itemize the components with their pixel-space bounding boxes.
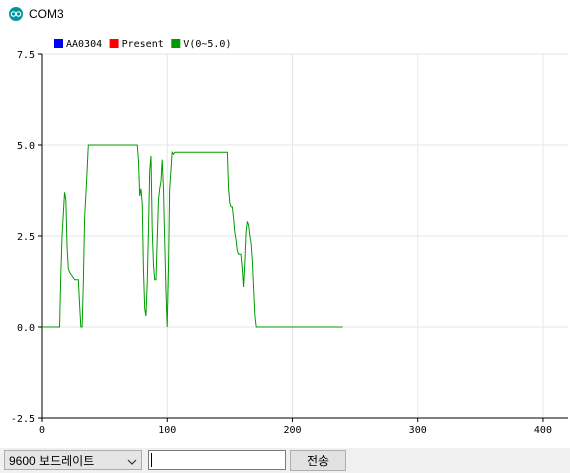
y-tick-label: 2.5 [17, 232, 35, 243]
legend-label: AA0304 [66, 39, 102, 50]
x-tick-label: 200 [283, 425, 301, 436]
legend-label: Present [122, 39, 164, 50]
title-bar: COM3 [0, 0, 570, 30]
message-input[interactable] [148, 450, 286, 470]
chevron-down-icon [127, 455, 137, 469]
x-tick-label: 100 [158, 425, 176, 436]
bottom-toolbar: 9600 보드레이트 전송 [0, 448, 570, 473]
arduino-icon [9, 7, 23, 21]
legend-swatch [171, 39, 181, 48]
baud-rate-value: 9600 보드레이트 [9, 453, 95, 468]
y-tick-label: 5.0 [17, 141, 35, 152]
plot-canvas: -2.5 0.0 2.5 5.0 7.5 0 100 200 300 400 AA0304 Prese… [11, 39, 568, 436]
y-tick-label: -2.5 [11, 414, 35, 425]
series-line [42, 144, 343, 328]
x-tick-label: 300 [409, 425, 427, 436]
text-caret [151, 453, 152, 467]
y-tick-label: 0.0 [17, 323, 35, 334]
legend-label: V(0~5.0) [183, 39, 231, 50]
legend-swatch [54, 39, 63, 48]
window-title: COM3 [29, 7, 64, 21]
baud-rate-select[interactable]: 9600 보드레이트 [4, 450, 142, 470]
send-button[interactable]: 전송 [290, 450, 346, 471]
y-tick-label: 7.5 [17, 50, 35, 61]
x-tick-label: 400 [534, 425, 552, 436]
x-tick-label: 0 [39, 425, 45, 436]
legend-swatch [109, 39, 119, 48]
serial-plotter: -2.5 0.0 2.5 5.0 7.5 0 100 200 300 400 AA0304 Prese… [0, 30, 570, 448]
